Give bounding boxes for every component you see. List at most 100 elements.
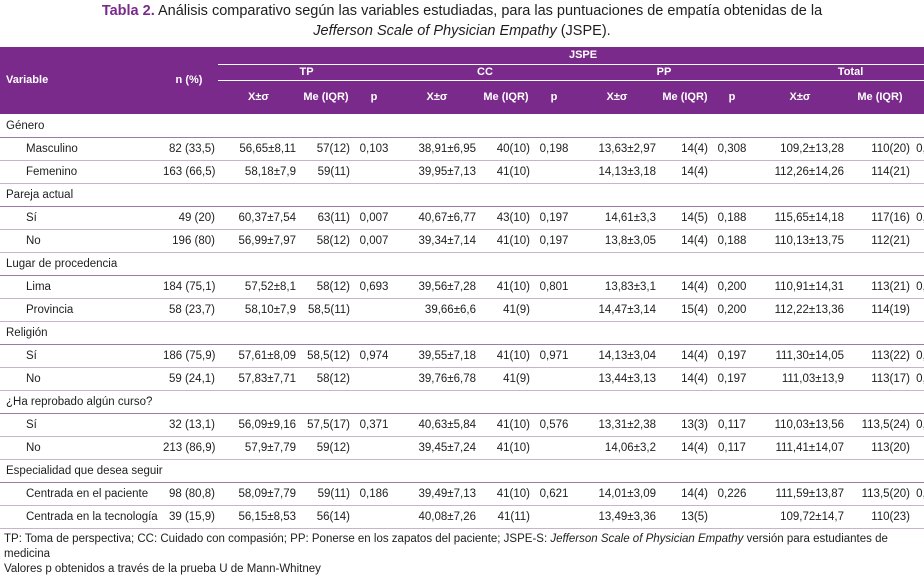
cell-pp-m: 13,49±3,36	[575, 505, 659, 529]
cell-t-m: 112,22±13,36	[753, 298, 847, 322]
section-row: Lugar de procedencia	[0, 252, 924, 276]
cell-cc-me: 41(10)	[479, 160, 533, 184]
cell-t-p: 0,993	[913, 367, 924, 391]
table-row: Sí 32 (13,1) 56,09±9,16 57,5(17) 0,371 40,63±…	[0, 413, 924, 437]
cell-pp-m: 13,8±3,05	[575, 229, 659, 253]
cell-t-p: 0,428	[913, 482, 924, 506]
table-row: Provincia 58 (23,7) 58,10±7,9 58,5(11) 39,66…	[0, 298, 924, 322]
cell-pp-m: 14,06±3,2	[575, 436, 659, 460]
cell-n: 98 (80,8)	[160, 482, 218, 506]
abbreviations-note: TP: Toma de perspectiva; CC: Cuidado con…	[4, 532, 924, 562]
cell-t-me: 113(17)	[847, 367, 913, 391]
cell-n: 39 (15,9)	[160, 505, 218, 529]
cell-tp-p: 0,693	[353, 275, 395, 299]
header-mean-sd-cc: X±σ	[395, 80, 479, 114]
header-group-cc: CC	[395, 64, 575, 81]
cell-pp-p: 0,200	[711, 275, 753, 299]
cell-tp-m: 58,09±7,79	[218, 482, 299, 506]
cell-cc-p: 0,197	[533, 229, 575, 253]
table-row: No 59 (24,1) 57,83±7,71 58(12) 39,76±6,78 41(…	[0, 367, 924, 391]
table-body: Género Masculino 82 (33,5) 56,65±8,11 57(12)…	[0, 114, 924, 529]
cell-tp-p: 0,007	[353, 206, 395, 230]
caption-line-2: Jefferson Scale of Physician Empathy (JS…	[0, 21, 924, 41]
cell-tp-me: 58,5(12)	[299, 344, 353, 368]
table-row: No 213 (86,9) 57,9±7,79 59(12) 39,45±7,24 41(…	[0, 436, 924, 460]
row-label: Sí	[0, 413, 160, 437]
header-n-pct: n (%)	[160, 47, 218, 115]
cell-cc-p: 0,801	[533, 275, 575, 299]
cell-cc-m: 39,34±7,14	[395, 229, 479, 253]
cell-cc-m: 39,76±6,78	[395, 367, 479, 391]
cell-n: 163 (66,5)	[160, 160, 218, 184]
section-title: ¿Ha reprobado algún curso?	[0, 390, 924, 414]
table-number: Tabla 2.	[101, 3, 155, 19]
cell-pp-me: 13(3)	[659, 413, 711, 437]
cell-t-p: 0,614	[913, 413, 924, 437]
cell-t-p	[913, 505, 924, 529]
cell-t-p	[913, 160, 924, 184]
cell-pp-me: 14(4)	[659, 160, 711, 184]
cell-cc-p: 0,621	[533, 482, 575, 506]
cell-t-p: 0,068	[913, 137, 924, 161]
cell-pp-m: 13,31±2,38	[575, 413, 659, 437]
cell-pp-me: 14(4)	[659, 137, 711, 161]
cell-tp-me: 59(11)	[299, 482, 353, 506]
table-header: Variable n (%) JSPE TP CC PP Total X±σ Me (IQR) p…	[0, 47, 924, 115]
section-row: Género	[0, 114, 924, 138]
cell-t-m: 110,91±14,31	[753, 275, 847, 299]
header-mean-sd-tp: X±σ	[218, 80, 299, 114]
cell-cc-m: 39,55±7,18	[395, 344, 479, 368]
cell-tp-m: 57,52±8,1	[218, 275, 299, 299]
cell-tp-p: 0,007	[353, 229, 395, 253]
cell-n: 59 (24,1)	[160, 367, 218, 391]
table-row: Femenino 163 (66,5) 58,18±7,9 59(11) 39,95±7…	[0, 160, 924, 184]
cell-n: 32 (13,1)	[160, 413, 218, 437]
cell-cc-me: 40(10)	[479, 137, 533, 161]
cell-cc-p	[533, 367, 575, 391]
cell-tp-m: 60,37±7,54	[218, 206, 299, 230]
header-p-tp: p	[353, 80, 395, 114]
cell-pp-p: 0,117	[711, 413, 753, 437]
section-row: Religión	[0, 321, 924, 345]
cell-cc-m: 38,91±6,95	[395, 137, 479, 161]
cell-cc-m: 39,45±7,24	[395, 436, 479, 460]
cell-t-me: 113,5(24)	[847, 413, 913, 437]
cell-pp-m: 14,47±3,14	[575, 298, 659, 322]
cell-t-p: 0,993	[913, 344, 924, 368]
row-label: No	[0, 436, 160, 460]
row-label: Femenino	[0, 160, 160, 184]
cell-cc-p: 0,198	[533, 137, 575, 161]
cell-pp-me: 14(4)	[659, 344, 711, 368]
cell-n: 186 (75,9)	[160, 344, 218, 368]
cell-pp-m: 14,13±3,04	[575, 344, 659, 368]
cell-tp-me: 57(12)	[299, 137, 353, 161]
cell-t-me: 113(20)	[847, 436, 913, 460]
section-title: Especialidad que desea seguir	[0, 459, 924, 483]
cell-pp-m: 14,01±3,09	[575, 482, 659, 506]
cell-pp-me: 13(5)	[659, 505, 711, 529]
cell-tp-m: 56,99±7,97	[218, 229, 299, 253]
section-row: Especialidad que desea seguir	[0, 459, 924, 483]
table-row: Sí 49 (20) 60,37±7,54 63(11) 0,007 40,67±6,77…	[0, 206, 924, 230]
cell-t-m: 111,03±13,9	[753, 367, 847, 391]
cell-cc-me: 41(10)	[479, 275, 533, 299]
table-row: Centrada en el paciente 98 (80,8) 58,09±7,…	[0, 482, 924, 506]
cell-cc-me: 41(10)	[479, 344, 533, 368]
cell-t-me: 114(21)	[847, 160, 913, 184]
cell-cc-m: 40,63±5,84	[395, 413, 479, 437]
cell-tp-m: 57,9±7,79	[218, 436, 299, 460]
table-row: Sí 186 (75,9) 57,61±8,09 58,5(12) 0,974 39,55…	[0, 344, 924, 368]
section-title: Pareja actual	[0, 183, 924, 207]
caption-line-1: Tabla 2. Análisis comparativo según las …	[0, 1, 924, 21]
results-table: Variable n (%) JSPE TP CC PP Total X±σ Me (IQR) p…	[0, 47, 924, 529]
cell-tp-me: 59(11)	[299, 160, 353, 184]
cell-pp-p: 0,226	[711, 482, 753, 506]
caption-title: Análisis comparativo según las variables…	[157, 3, 823, 19]
cell-cc-m: 39,49±7,13	[395, 482, 479, 506]
note-scale-name: Jefferson Scale of Physician Empathy	[550, 533, 744, 545]
cell-tp-m: 56,15±8,53	[218, 505, 299, 529]
cell-t-me: 112(21)	[847, 229, 913, 253]
cell-t-m: 109,72±14,7	[753, 505, 847, 529]
header-group-pp: PP	[575, 64, 753, 81]
cell-t-me: 113(22)	[847, 344, 913, 368]
